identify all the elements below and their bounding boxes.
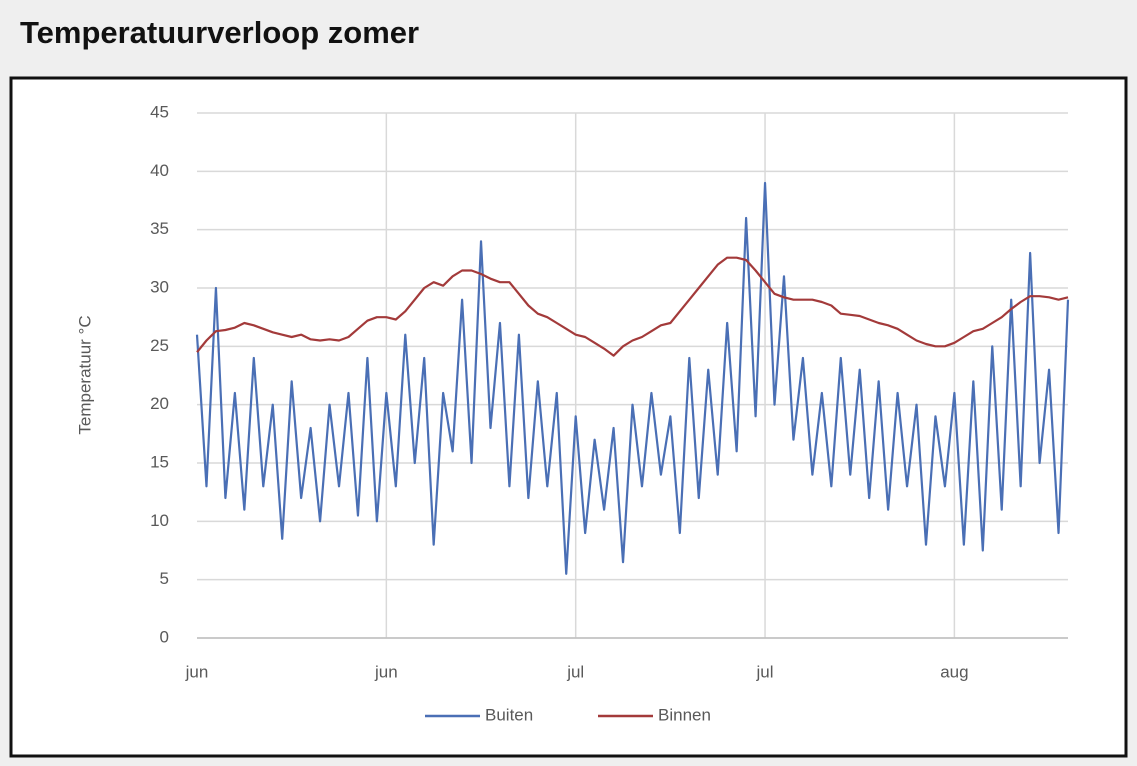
y-tick-label: 5 (160, 569, 169, 588)
y-tick-label: 15 (150, 452, 169, 471)
legend-label: Buiten (485, 705, 533, 724)
line-series (195, 181, 1070, 575)
y-tick-label: 25 (150, 336, 169, 355)
y-tick-label: 45 (150, 102, 169, 121)
x-tick-label: jun (374, 662, 398, 681)
x-tick-label: jul (756, 662, 774, 681)
y-tick-label: 10 (150, 511, 169, 530)
y-tick-label: 30 (150, 277, 169, 296)
chart-title: Temperatuurverloop zomer (20, 15, 419, 50)
y-tick-label: 0 (160, 627, 169, 646)
y-axis-label: Temperatuur °C (75, 315, 94, 434)
x-tick-label: aug (940, 662, 968, 681)
y-tick-label: 20 (150, 394, 169, 413)
line-series (196, 256, 1069, 357)
legend-label: Binnen (658, 705, 711, 724)
x-tick-label: jul (566, 662, 584, 681)
y-tick-label: 40 (150, 161, 169, 180)
chart-frame (9, 76, 1128, 758)
x-tick-label: jun (185, 662, 209, 681)
y-tick-label: 35 (150, 219, 169, 238)
